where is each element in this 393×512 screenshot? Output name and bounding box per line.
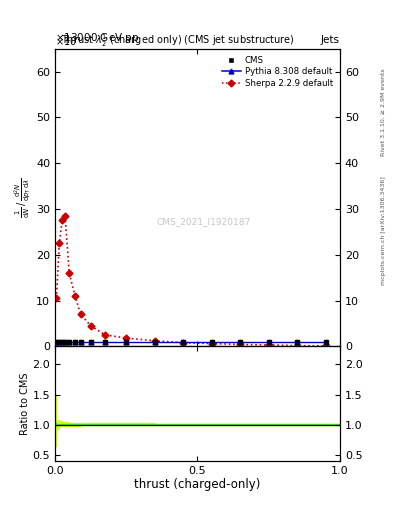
Y-axis label: $\frac{1}{\mathrm{d}N}\,/\,\frac{\mathrm{d}^2 N}{\mathrm{d}p_T\,\mathrm{d}\lambd: $\frac{1}{\mathrm{d}N}\,/\,\frac{\mathrm… xyxy=(13,177,33,218)
Point xyxy=(323,337,329,346)
Text: CMS_2021_I1920187: CMS_2021_I1920187 xyxy=(156,217,250,226)
Text: Rivet 3.1.10, ≥ 2.9M events: Rivet 3.1.10, ≥ 2.9M events xyxy=(381,69,386,157)
Point xyxy=(72,337,78,346)
Point xyxy=(62,337,68,346)
Text: mcplots.cern.ch [arXiv:1306.3436]: mcplots.cern.ch [arXiv:1306.3436] xyxy=(381,176,386,285)
Point xyxy=(123,337,129,346)
X-axis label: thrust (charged-only): thrust (charged-only) xyxy=(134,478,261,492)
Y-axis label: Ratio to CMS: Ratio to CMS xyxy=(20,372,29,435)
Point xyxy=(237,337,243,346)
Point xyxy=(180,337,186,346)
Text: $\times$13000 GeV pp: $\times$13000 GeV pp xyxy=(55,31,140,45)
Point xyxy=(294,337,300,346)
Point xyxy=(88,337,94,346)
Point xyxy=(152,337,158,346)
Point xyxy=(77,337,84,346)
Point xyxy=(56,337,62,346)
Legend: CMS, Pythia 8.308 default, Sherpa 2.2.9 default: CMS, Pythia 8.308 default, Sherpa 2.2.9 … xyxy=(219,53,336,90)
Point xyxy=(66,337,72,346)
Text: Jets: Jets xyxy=(321,35,340,45)
Point xyxy=(59,337,65,346)
Point xyxy=(53,337,60,346)
Point xyxy=(209,337,215,346)
Text: $\times 10$: $\times 10$ xyxy=(55,35,77,47)
Point xyxy=(266,337,272,346)
Text: Thrust $\lambda_2^1$ (charged only) (CMS jet substructure): Thrust $\lambda_2^1$ (charged only) (CMS… xyxy=(61,32,294,49)
Point xyxy=(102,337,108,346)
